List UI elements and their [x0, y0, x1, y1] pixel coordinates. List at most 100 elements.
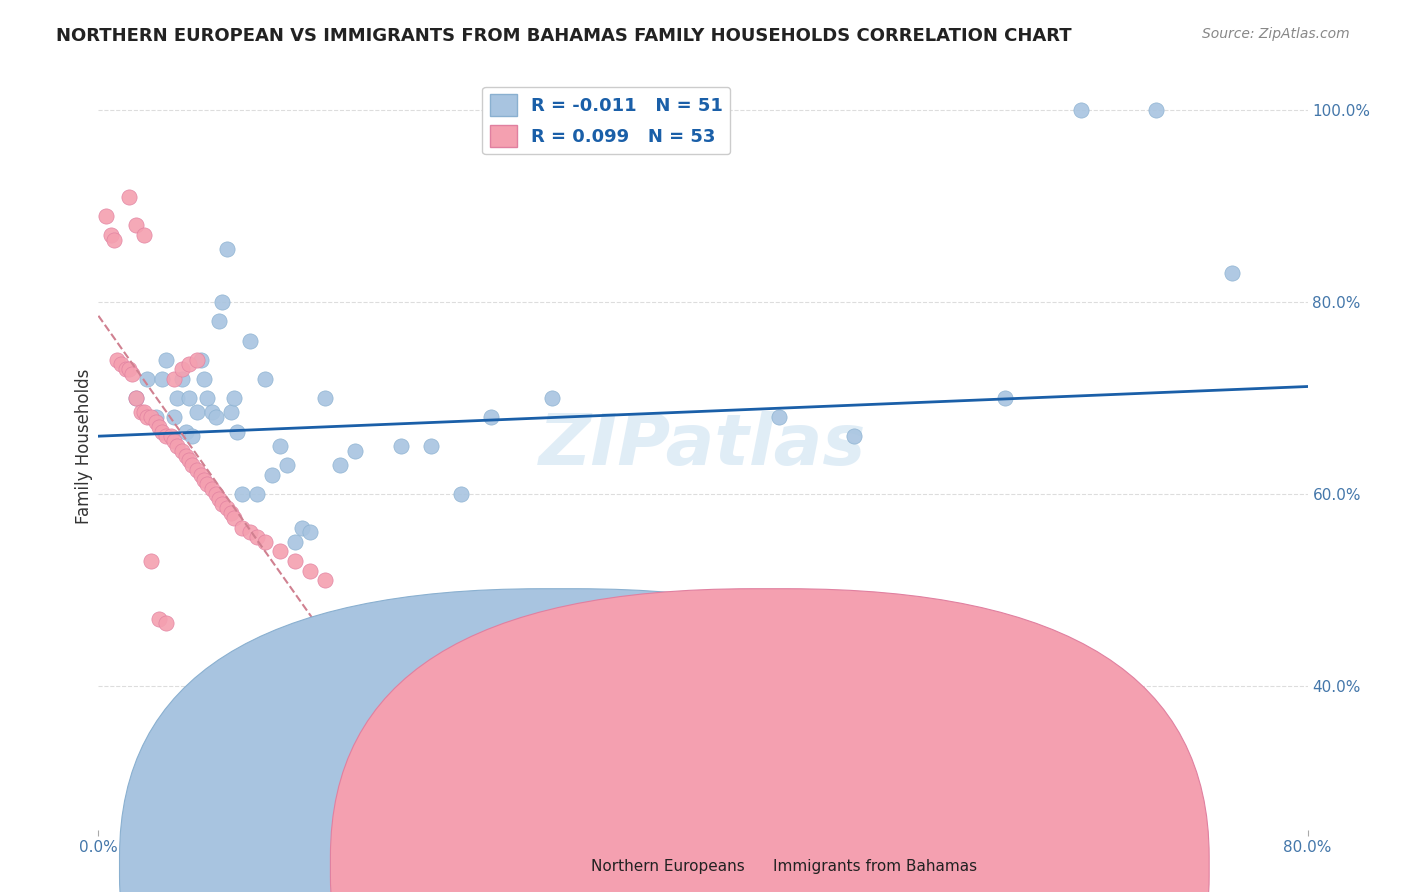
- Point: [129, 405, 152, 419]
- Point: [994, 391, 1017, 405]
- Point: [314, 574, 336, 588]
- Point: [193, 473, 215, 487]
- Point: [166, 391, 188, 405]
- Point: [163, 434, 186, 449]
- Point: [616, 683, 638, 698]
- Point: [179, 358, 201, 372]
- Point: [100, 228, 122, 243]
- Point: [1144, 103, 1167, 118]
- Point: [299, 525, 322, 540]
- Point: [231, 520, 253, 534]
- Point: [190, 352, 212, 367]
- Point: [208, 491, 231, 506]
- Point: [276, 458, 298, 473]
- Text: Northern Europeans: Northern Europeans: [591, 859, 744, 874]
- Point: [125, 391, 148, 405]
- Point: [284, 534, 307, 549]
- Point: [179, 453, 201, 467]
- Point: [299, 564, 322, 578]
- Point: [160, 429, 183, 443]
- Point: [221, 506, 243, 520]
- Point: [186, 405, 208, 419]
- Point: [205, 410, 228, 425]
- Point: [360, 659, 382, 673]
- Point: [211, 295, 233, 310]
- Point: [94, 209, 117, 223]
- Point: [141, 410, 163, 425]
- Point: [145, 410, 167, 425]
- Point: [253, 534, 276, 549]
- Point: [118, 189, 141, 203]
- Point: [121, 367, 143, 381]
- Point: [135, 372, 157, 386]
- Point: [540, 391, 562, 405]
- Point: [150, 425, 173, 439]
- Point: [389, 439, 412, 453]
- Text: Immigrants from Bahamas: Immigrants from Bahamas: [773, 859, 977, 874]
- Point: [132, 228, 155, 243]
- Point: [114, 362, 136, 376]
- Point: [1220, 266, 1243, 280]
- Point: [205, 487, 228, 501]
- Point: [190, 467, 212, 482]
- Point: [105, 352, 128, 367]
- Point: [155, 616, 177, 631]
- Point: [174, 449, 197, 463]
- Point: [314, 391, 336, 405]
- Point: [125, 391, 148, 405]
- Point: [181, 458, 204, 473]
- Point: [132, 405, 155, 419]
- Point: [208, 314, 231, 328]
- Point: [215, 243, 238, 257]
- Point: [163, 372, 186, 386]
- Point: [170, 443, 193, 458]
- Point: [155, 352, 177, 367]
- Point: [118, 362, 141, 376]
- Point: [145, 415, 167, 429]
- Point: [844, 429, 866, 443]
- Point: [186, 463, 208, 477]
- Point: [195, 477, 218, 491]
- Point: [226, 425, 249, 439]
- Point: [141, 554, 163, 568]
- Point: [481, 410, 503, 425]
- Point: [918, 689, 941, 703]
- Point: [166, 439, 188, 453]
- Point: [211, 497, 233, 511]
- Point: [150, 372, 173, 386]
- Point: [174, 425, 197, 439]
- Point: [170, 362, 193, 376]
- Point: [110, 358, 132, 372]
- Point: [246, 487, 269, 501]
- Point: [224, 511, 246, 525]
- Point: [181, 429, 204, 443]
- Text: Source: ZipAtlas.com: Source: ZipAtlas.com: [1202, 27, 1350, 41]
- Point: [284, 554, 307, 568]
- Point: [344, 443, 367, 458]
- Point: [193, 372, 215, 386]
- Point: [291, 520, 314, 534]
- Point: [163, 410, 186, 425]
- Point: [103, 233, 125, 247]
- Y-axis label: Family Households: Family Households: [75, 368, 93, 524]
- Point: [215, 501, 238, 516]
- Point: [135, 410, 157, 425]
- Legend: R = -0.011   N = 51, R = 0.099   N = 53: R = -0.011 N = 51, R = 0.099 N = 53: [482, 87, 730, 154]
- Point: [692, 756, 714, 770]
- Point: [125, 219, 148, 233]
- Text: NORTHERN EUROPEAN VS IMMIGRANTS FROM BAHAMAS FAMILY HOUSEHOLDS CORRELATION CHART: NORTHERN EUROPEAN VS IMMIGRANTS FROM BAH…: [56, 27, 1071, 45]
- Point: [155, 429, 177, 443]
- Point: [201, 482, 224, 496]
- Point: [170, 372, 193, 386]
- Point: [179, 391, 201, 405]
- Point: [201, 405, 224, 419]
- Point: [195, 391, 218, 405]
- Point: [148, 612, 170, 626]
- Point: [186, 352, 208, 367]
- Point: [148, 420, 170, 434]
- Point: [420, 439, 443, 453]
- Point: [221, 405, 243, 419]
- Text: ZIPatlas: ZIPatlas: [540, 411, 866, 481]
- Point: [768, 410, 790, 425]
- Point: [329, 458, 352, 473]
